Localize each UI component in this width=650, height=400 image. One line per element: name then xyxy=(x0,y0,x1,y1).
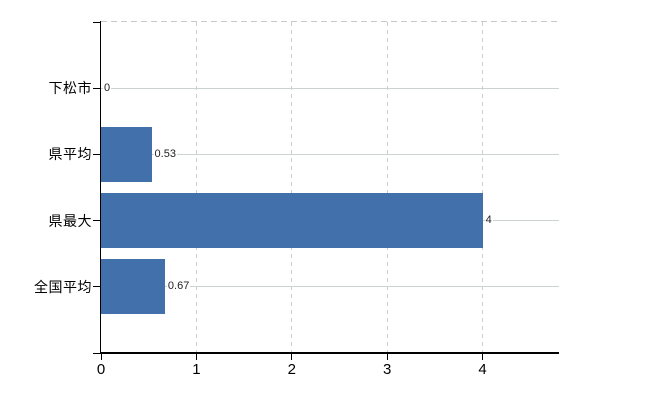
x-axis-line xyxy=(99,352,559,354)
y-axis-tick xyxy=(92,220,100,222)
bar[interactable] xyxy=(101,193,483,249)
h-gridline xyxy=(101,153,559,155)
category-label: 全国平均 xyxy=(34,278,92,295)
bar-value-label: 4 xyxy=(484,214,493,228)
y-axis-line xyxy=(99,21,101,354)
bar[interactable] xyxy=(101,126,152,182)
h-gridline xyxy=(101,286,559,288)
x-axis-tick xyxy=(195,353,197,360)
bar-value-label: 0 xyxy=(103,81,112,95)
bar-value-label: 0.53 xyxy=(153,147,177,161)
x-axis-tick xyxy=(386,353,388,360)
v-gridline xyxy=(386,22,388,353)
v-gridline xyxy=(291,22,293,353)
bar[interactable] xyxy=(101,259,165,315)
x-axis-tick-label: 3 xyxy=(383,361,392,378)
h-gridline xyxy=(101,87,559,89)
x-axis-tick-label: 0 xyxy=(96,361,106,378)
x-axis-tick xyxy=(482,353,484,360)
y-axis-tick xyxy=(92,153,100,155)
x-axis-tick xyxy=(291,353,293,360)
category-label: 下松市 xyxy=(48,80,92,97)
y-axis-tick xyxy=(92,21,100,23)
bar-value-label: 0.67 xyxy=(166,280,191,294)
category-label: 県最大 xyxy=(48,212,92,229)
x-axis-tick-label: 4 xyxy=(478,361,487,378)
y-axis-tick xyxy=(92,87,100,89)
y-axis-tick xyxy=(92,352,100,354)
v-gridline xyxy=(482,22,484,353)
v-gridline xyxy=(195,22,197,353)
x-axis-tick-label: 2 xyxy=(287,361,296,378)
x-axis-tick-label: 1 xyxy=(192,361,201,378)
y-axis-tick xyxy=(92,286,100,288)
x-axis-tick xyxy=(100,353,102,360)
plot-top-border xyxy=(101,21,559,22)
category-label: 県平均 xyxy=(48,146,92,163)
